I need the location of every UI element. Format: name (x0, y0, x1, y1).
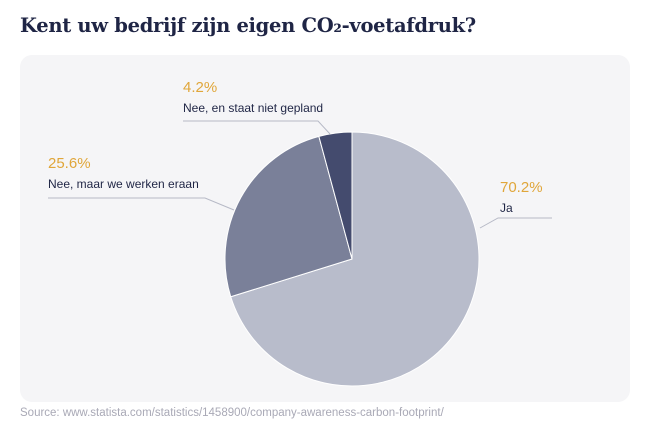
pie-labels: 70.2% Ja 25.6% Nee, maar we werken eraan 4.2… (48, 79, 552, 229)
pie-slice-1 (230, 131, 480, 387)
leader-line-3 (183, 120, 331, 135)
pie-slices (224, 131, 480, 387)
slice-category-label: Nee, maar we werken eraan (48, 177, 199, 191)
slice-percent-label: 25.6% (48, 155, 91, 172)
source-note: Source: www.statista.com/statistics/1458… (20, 407, 444, 419)
slice-category-label: Ja (500, 201, 513, 215)
pie-slice-3 (318, 131, 353, 260)
slice-percent-label: 70.2% (500, 179, 543, 196)
leader-line-1 (479, 217, 552, 229)
slice-category-label: Nee, en staat niet gepland (183, 101, 323, 115)
chart-title: Kent uw bedrijf zijn eigen CO₂-voetafdru… (20, 14, 476, 37)
slice-percent-label: 4.2% (183, 79, 217, 96)
pie-slice-2 (224, 135, 353, 298)
leader-line-2 (48, 197, 235, 211)
